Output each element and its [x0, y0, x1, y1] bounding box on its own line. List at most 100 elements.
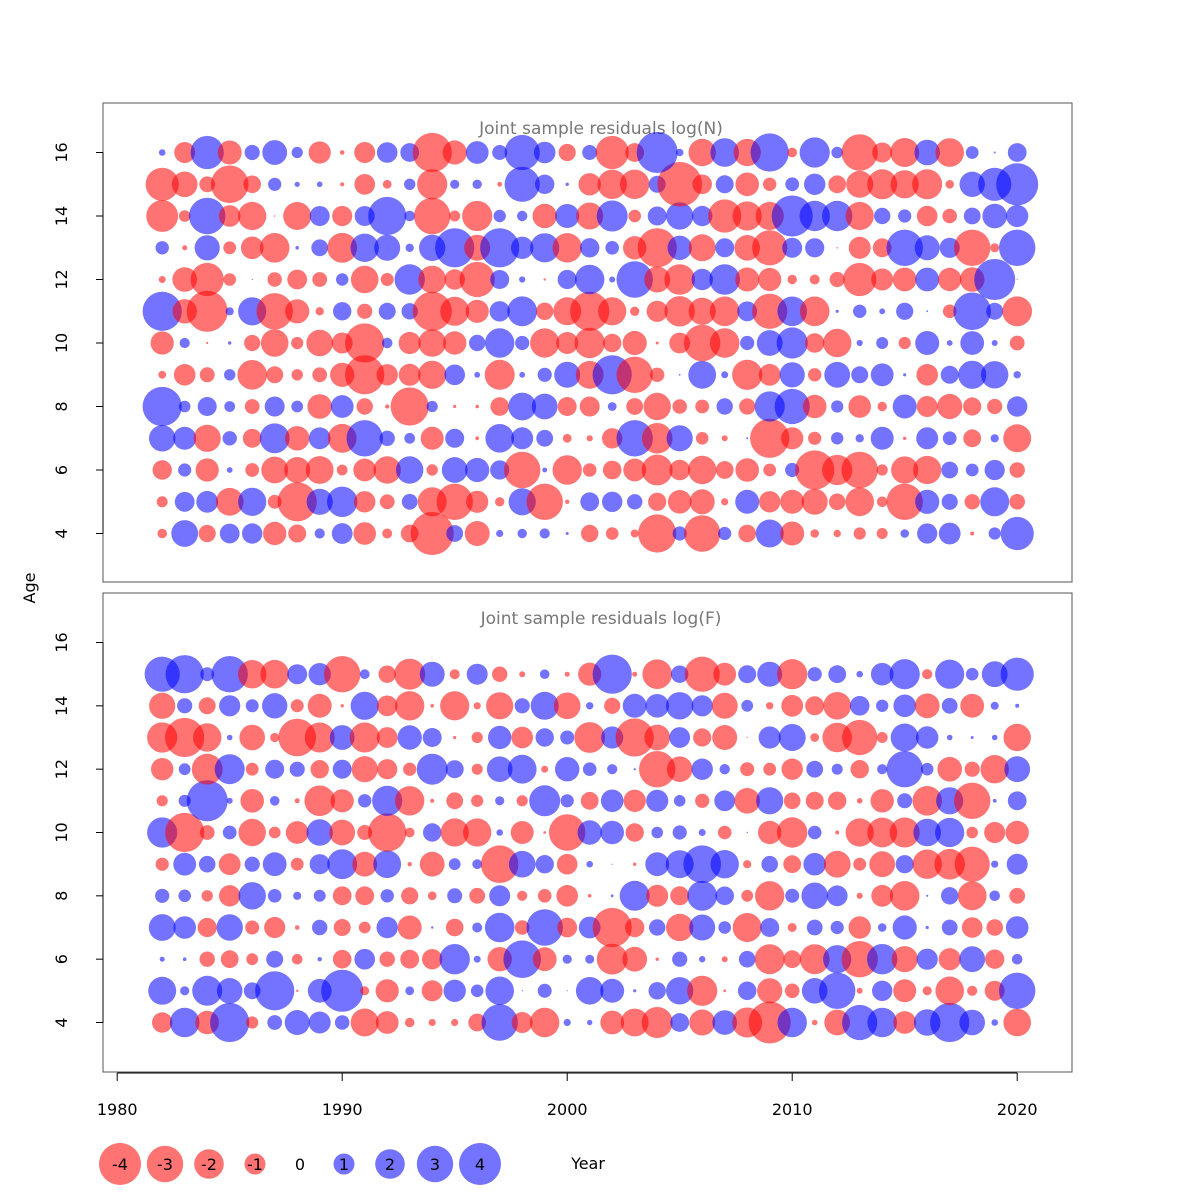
residual-bubble [304, 722, 335, 753]
residual-bubble [199, 367, 215, 383]
legend-label: -1 [247, 1155, 263, 1174]
residual-bubble [332, 759, 352, 779]
residual-bubble [830, 920, 844, 935]
residual-bubble [988, 527, 1001, 540]
residual-bubble [996, 163, 1039, 206]
residual-bubble [447, 888, 463, 904]
residual-bubble [889, 817, 920, 848]
residual-bubble [380, 889, 394, 903]
residual-bubble [151, 758, 174, 781]
residual-bubble [740, 762, 755, 777]
residual-bubble [472, 859, 483, 870]
residual-bubble [504, 451, 541, 489]
residual-bubble [472, 922, 483, 933]
y-tick-label: 14 [52, 206, 71, 226]
residual-bubble [916, 396, 938, 417]
residual-bubble [309, 854, 330, 875]
residual-bubble [266, 950, 284, 968]
residual-bubble [267, 1015, 283, 1030]
residual-bubble [336, 464, 348, 476]
residual-bubble [807, 667, 822, 682]
residual-bubble [807, 825, 822, 840]
residual-bubble [490, 460, 510, 480]
residual-bubble [719, 764, 730, 775]
residual-bubble [741, 889, 754, 902]
residual-bubble [269, 796, 280, 806]
residual-bubble [173, 852, 197, 876]
residual-bubble [829, 271, 845, 288]
residual-bubble [914, 693, 940, 719]
residual-bubble [530, 233, 560, 263]
residual-bubble [655, 341, 659, 345]
residual-bubble [760, 918, 780, 937]
x-tick-label: 1980 [97, 1100, 138, 1119]
residual-bubble [746, 437, 749, 440]
residual-bubble [754, 944, 785, 975]
residual-bubble [169, 1007, 200, 1038]
residual-bubble [999, 972, 1036, 1009]
residual-bubble [1007, 791, 1027, 811]
residual-bubble [831, 146, 843, 159]
residual-bubble [146, 200, 179, 232]
residual-bubble [916, 205, 938, 227]
residual-bubble [777, 659, 808, 690]
residual-bubble [536, 302, 554, 320]
residual-bubble [237, 360, 267, 390]
residual-bubble [853, 857, 867, 871]
residual-bubble [291, 336, 304, 350]
residual-bubble [390, 387, 429, 426]
residual-bubble [688, 455, 717, 485]
residual-bubble [171, 171, 198, 198]
residual-bubble [427, 891, 437, 901]
residual-bubble [193, 723, 222, 752]
residual-bubble [759, 491, 781, 513]
residual-bubble [1009, 462, 1025, 478]
residual-bubble [828, 791, 847, 810]
y-tick-label: 14 [52, 696, 71, 716]
residual-bubble [285, 821, 309, 844]
residual-bubble [853, 527, 866, 540]
residual-bubble [244, 399, 260, 414]
residual-bubble [174, 491, 195, 512]
residual-bubble [401, 493, 418, 510]
residual-bubble [308, 1011, 331, 1034]
residual-bubble [340, 704, 344, 708]
residual-bubble [822, 200, 853, 232]
residual-bubble [265, 759, 285, 779]
residual-bubble [721, 956, 728, 963]
residual-bubble [462, 200, 493, 232]
residual-bubble [805, 333, 825, 353]
residual-bubble [357, 303, 373, 319]
residual-bubble [379, 494, 395, 510]
residual-bubble [351, 756, 378, 783]
residual-bubble [554, 361, 581, 388]
residual-bubble [890, 138, 920, 167]
residual-bubble [963, 429, 982, 448]
residual-bubble [463, 818, 492, 847]
residual-bubble [192, 975, 223, 1006]
residual-bubble [517, 210, 528, 222]
residual-bubble [582, 762, 597, 776]
x-axis-label: Year [570, 1154, 605, 1173]
residual-bubble [473, 702, 481, 710]
y-tick-label: 4 [52, 528, 71, 538]
residual-bubble [622, 946, 648, 972]
residual-bubble [485, 424, 514, 453]
residual-bubble [339, 150, 345, 155]
residual-bubble [186, 780, 228, 822]
residual-bubble [412, 291, 452, 331]
residual-bubble [856, 339, 863, 347]
residual-bubble [811, 1019, 818, 1026]
residual-bubble [664, 264, 695, 295]
residual-bubble [841, 134, 878, 171]
residual-bubble [576, 202, 604, 230]
residual-bubble [488, 725, 512, 750]
residual-bubble [449, 669, 460, 680]
residual-bubble [211, 656, 248, 693]
residual-bubble [641, 454, 673, 486]
residual-bubble [643, 392, 671, 421]
residual-bubble [912, 169, 943, 200]
residual-bubble [239, 724, 265, 751]
residual-bubble [805, 696, 825, 716]
residual-bubble [353, 522, 377, 545]
